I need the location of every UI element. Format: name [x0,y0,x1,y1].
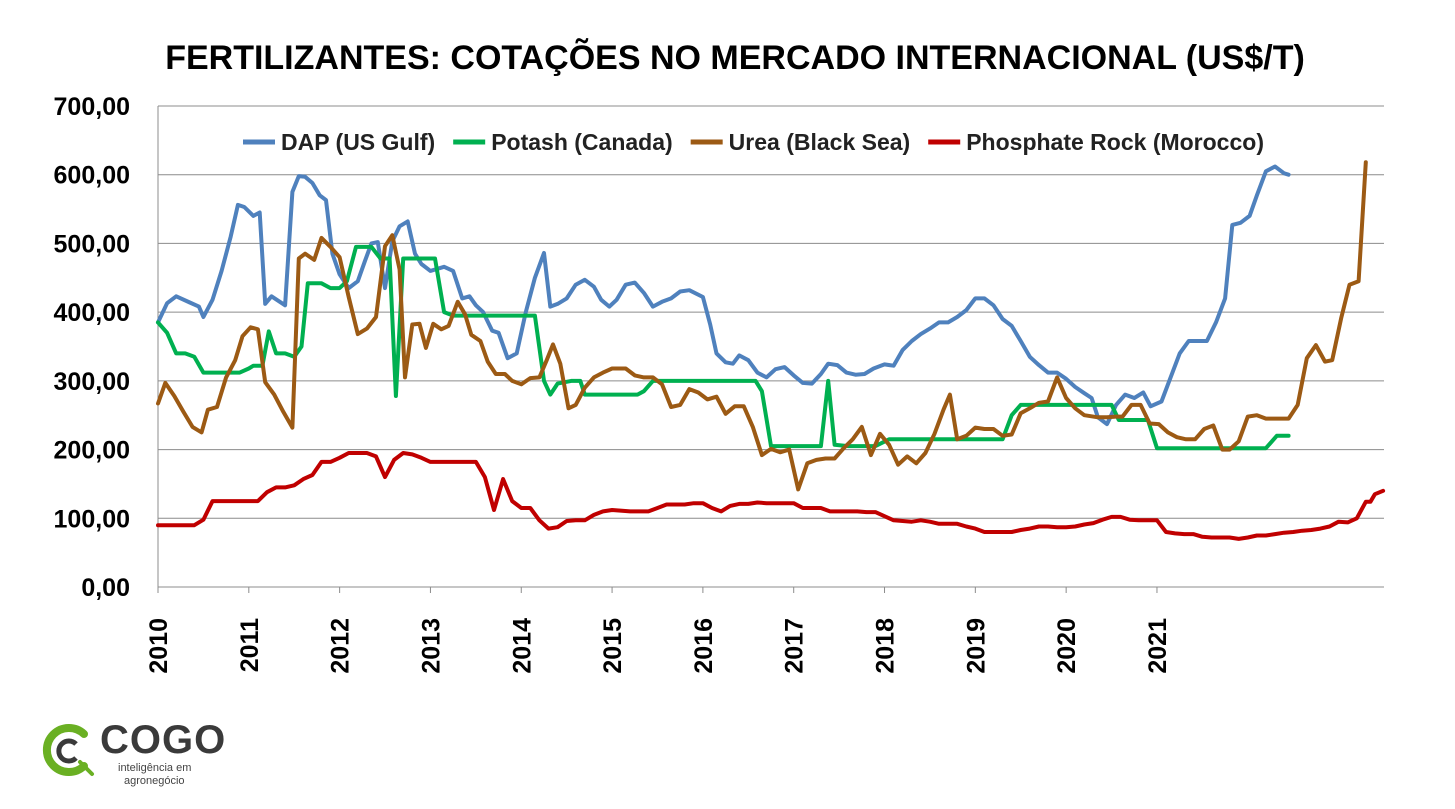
x-tick-label: 2021 [1144,618,1172,674]
cogo-tagline-line2: agronegócio [124,775,185,787]
legend-label: Potash (Canada) [491,129,672,155]
x-tick-label: 2020 [1053,618,1081,674]
x-tick-label: 2019 [962,618,990,674]
x-tick-label: 2010 [145,618,173,674]
y-tick-label: 100,00 [54,505,130,533]
x-tick-label: 2012 [327,618,355,674]
y-tick-label: 0,00 [81,574,130,602]
series-line-dap-us-gulf [156,164,1291,427]
cogo-logo-word: COGO [100,718,227,762]
legend-label: Phosphate Rock (Morocco) [966,129,1264,155]
y-tick-label: 400,00 [54,299,130,327]
legend: DAP (US Gulf) Potash (Canada) Urea (Black … [243,129,1264,155]
grid [157,105,1384,588]
y-tick-label: 600,00 [54,162,130,190]
chart-title: FERTILIZANTES: COTAÇÕES NO MERCADO INTER… [165,39,1305,77]
x-axis-ticks: 2010 2011 2012 2013 2014 2015 2016 2017 2018 2019… [145,587,1172,674]
cogo-tagline-line1: inteligência em [118,762,192,774]
y-axis-ticks: 0,00 100,00 200,00 300,00 400,00 500,00 600,00… [54,93,130,602]
x-tick-label: 2017 [781,618,809,674]
x-tick-label: 2016 [690,618,718,674]
series-line-phosphate-rock-morocco [156,451,1386,541]
cogo-logo-tagline: inteligência em agronegócio [118,762,218,788]
y-tick-label: 500,00 [54,230,130,258]
x-tick-label: 2013 [417,618,445,674]
x-tick-label: 2014 [508,618,536,674]
legend-label: Urea (Black Sea) [729,129,911,155]
cogo-logo: COGO inteligência em agronegócio [40,718,225,798]
series-lines [156,160,1386,541]
series-line-urea-black-sea [156,160,1368,492]
x-tick-label: 2018 [872,618,900,674]
x-tick-label: 2015 [599,618,627,674]
y-tick-label: 300,00 [54,368,130,396]
series-line-potash-canada [156,244,1291,451]
x-tick-label: 2011 [236,618,264,672]
y-tick-label: 200,00 [54,437,130,465]
cogo-logo-mark-icon [42,724,94,776]
legend-label: DAP (US Gulf) [281,129,435,155]
y-tick-label: 700,00 [54,93,130,121]
